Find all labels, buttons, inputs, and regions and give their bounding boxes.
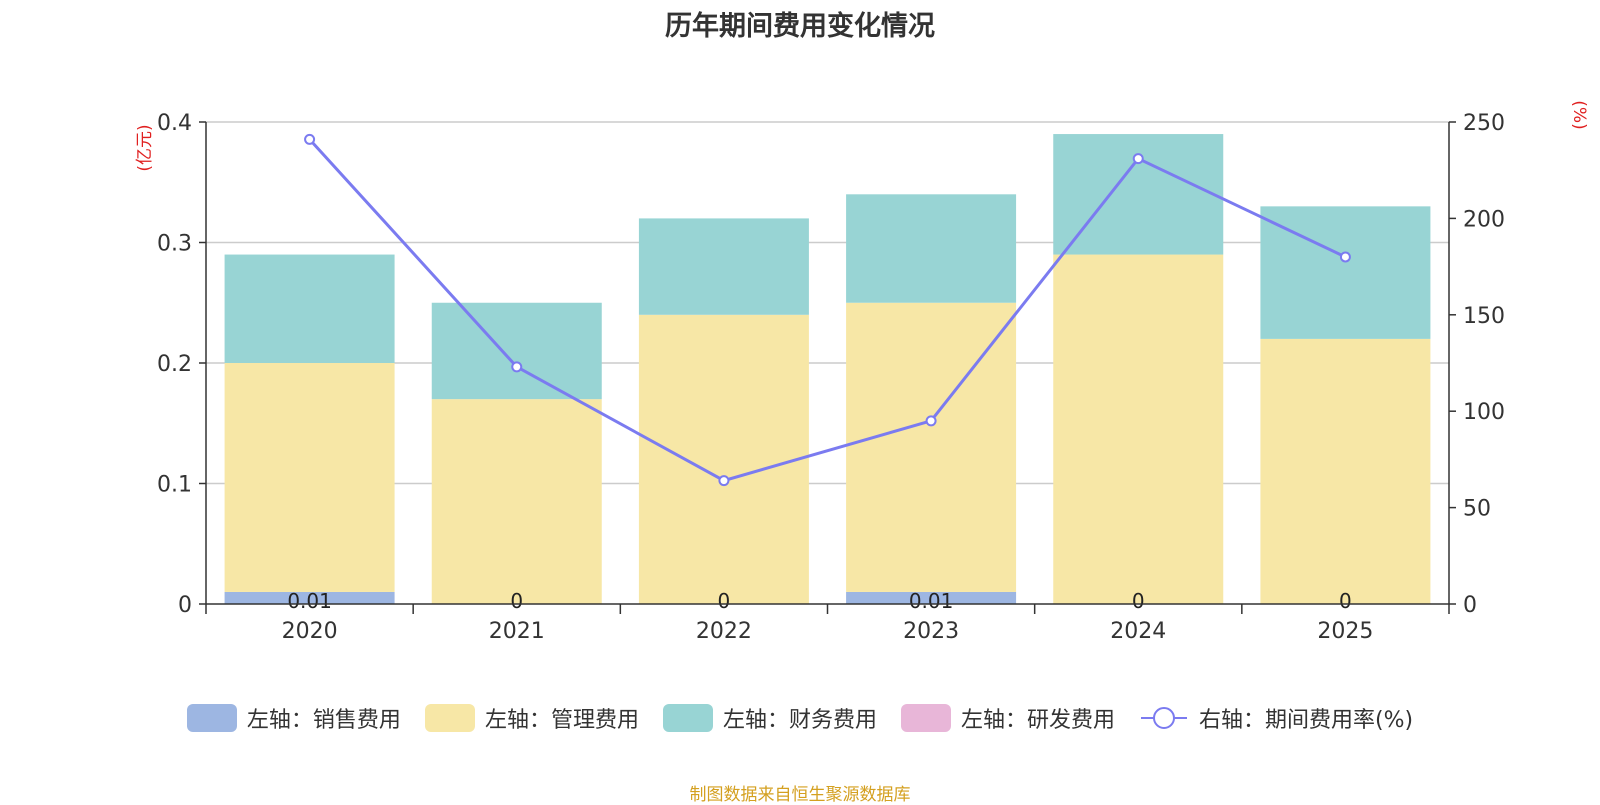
bar-data-label: 0.01 (287, 589, 332, 613)
bar-segment-0-2023 (846, 591, 1017, 604)
bar-data-label: 0 (718, 589, 731, 613)
bar-segment-1-2021 (431, 399, 602, 604)
expense-rate-point-2025 (1339, 251, 1351, 263)
y-left-tick-label: 0.3 (157, 232, 192, 257)
legend-label-finance: 左轴：财务费用 (722, 708, 877, 733)
legend-swatch-rnd (900, 704, 951, 732)
bar-segment-2-2024 (1053, 134, 1224, 255)
x-tick-label: 2025 (1317, 619, 1373, 644)
legend-item-sales[interactable]: 左轴：销售费用 (186, 702, 401, 734)
bar-data-label: 0 (1132, 589, 1145, 613)
legend-label-admin: 左轴：管理费用 (484, 708, 639, 733)
legend-swatch-admin (424, 704, 475, 732)
y-right-tick-label: 50 (1463, 497, 1491, 522)
legend-item-rnd[interactable]: 左轴：研发费用 (900, 702, 1115, 734)
bar-data-label: 0.01 (909, 589, 954, 613)
legend-label-expense-rate: 右轴：期间费用率(%) (1198, 708, 1414, 733)
x-tick-label: 2022 (696, 619, 752, 644)
y-left-unit-label: (亿元) (135, 124, 155, 171)
x-tick-label: 2021 (489, 619, 545, 644)
bar-segment-1-2020 (224, 363, 395, 592)
expense-rate-point-2022 (718, 475, 730, 487)
y-right-unit-label: (%) (1569, 100, 1589, 129)
bar-segment-2-2025 (1260, 206, 1431, 339)
x-tick-label: 2024 (1110, 619, 1166, 644)
y-right-tick-label: 100 (1463, 400, 1505, 425)
legend: 左轴：销售费用 左轴：管理费用 左轴：财务费用 左轴：研发费用 右轴：期间费用率… (0, 702, 1600, 734)
y-right-tick-label: 0 (1463, 593, 1477, 618)
legend-item-expense-rate[interactable]: 右轴：期间费用率(%) (1139, 702, 1413, 734)
bar-segment-1-2024 (1053, 254, 1224, 605)
expense-rate-point-2020 (304, 133, 316, 145)
y-right-tick-label: 200 (1463, 207, 1505, 232)
y-right-tick-label: 250 (1463, 111, 1505, 136)
legend-label-sales: 左轴：销售费用 (246, 708, 401, 733)
legend-item-admin[interactable]: 左轴：管理费用 (424, 702, 639, 734)
legend-item-finance[interactable]: 左轴：财务费用 (662, 702, 877, 734)
source-note: 制图数据来自恒生聚源数据库 (689, 785, 911, 805)
y-left-tick-label: 0.4 (157, 111, 192, 136)
y-left-tick-label: 0 (178, 593, 192, 618)
bar-data-label: 0 (510, 589, 523, 613)
expense-rate-point-2021 (511, 361, 523, 373)
bar-segment-0-2020 (224, 591, 395, 604)
legend-swatch-sales (186, 704, 237, 732)
legend-swatch-finance (662, 704, 713, 732)
y-left-tick-label: 0.1 (157, 473, 192, 498)
expense-rate-line (308, 138, 1347, 483)
bar-segment-2-2021 (431, 302, 602, 400)
bar-segment-2-2020 (224, 254, 395, 363)
x-tick-label: 2023 (903, 619, 959, 644)
expense-rate-point-2024 (1132, 153, 1144, 165)
x-tick-label: 2020 (282, 619, 338, 644)
legend-line-circle-icon (1140, 707, 1187, 729)
expense-rate-point-2023 (925, 415, 937, 427)
y-right-tick-label: 150 (1463, 304, 1505, 329)
legend-label-rnd: 左轴：研发费用 (960, 708, 1115, 733)
bar-segment-2-2022 (638, 218, 809, 315)
chart-title: 历年期间费用变化情况 (665, 11, 935, 42)
bar-data-label: 0 (1339, 589, 1352, 613)
bar-segment-1-2022 (638, 314, 809, 604)
bar-segment-2-2023 (846, 194, 1017, 303)
bar-segment-1-2025 (1260, 338, 1431, 604)
y-left-tick-label: 0.2 (157, 352, 192, 377)
